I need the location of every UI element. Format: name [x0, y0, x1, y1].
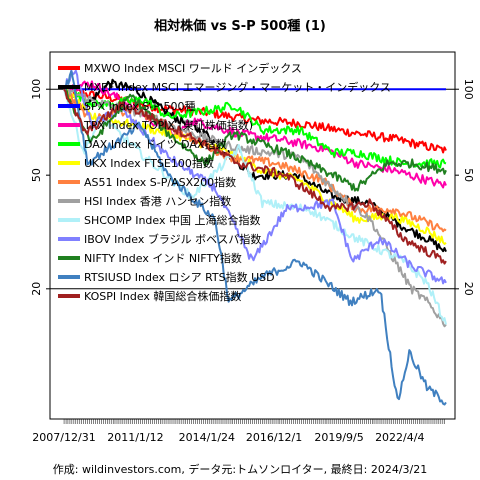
- series-line-8: [63, 88, 447, 325]
- series-line-12: [63, 88, 447, 265]
- x-tick-label-1: 2011/1/12: [107, 431, 163, 444]
- legend-entry-5: UKX Index FTSE100指数: [84, 156, 214, 170]
- series-line-11: [63, 70, 447, 406]
- x-tick-label-2: 2014/1/24: [179, 431, 235, 444]
- x-tick-label-4: 2019/9/5: [314, 431, 363, 444]
- series-line-4: [63, 88, 447, 169]
- legend-entry-10: NIFTY Index インド NIFTY指数: [84, 251, 242, 265]
- legend-entry-0: MXWO Index MSCI ワールド インデックス: [84, 61, 302, 75]
- x-axis-ticks: 2007/12/31 2011/1/12 2014/1/24 2016/12/1 201…: [32, 419, 445, 444]
- y-tick-label-left-2: 100: [30, 79, 43, 100]
- x-tick-label-3: 2016/12/1: [246, 431, 302, 444]
- legend-entry-12: KOSPI Index 韓国総合株価指数: [84, 289, 241, 303]
- y-tick-label-right-1: 50: [462, 168, 475, 182]
- x-tick-label-5: 2022/4/4: [375, 431, 424, 444]
- chart-title: 相対株価 vs S-P 500種 (1): [154, 18, 326, 34]
- y-tick-label-left-1: 50: [30, 168, 43, 182]
- series-line-9: [63, 69, 447, 285]
- legend-entry-4: DAX Index ドイツ DAX指数: [84, 137, 226, 151]
- y-axis-ticks: 20 20 50 50 100 100: [30, 79, 475, 296]
- y-tick-label-right-0: 20: [462, 282, 475, 296]
- legend-entry-8: SHCOMP Index 中国 上海総合指数: [84, 213, 261, 227]
- legend-entry-1: MXEF Index MSCI エマージング・マーケット・インデックス: [84, 80, 391, 94]
- legend-entry-2: SPX Index S-P 500種: [84, 99, 196, 113]
- legend-entry-6: AS51 Index S-P/ASX200指数: [84, 175, 236, 189]
- series-lines: [63, 69, 447, 406]
- y-tick-label-right-2: 100: [462, 79, 475, 100]
- y-tick-label-left-0: 20: [30, 282, 43, 296]
- legend: MXWO Index MSCI ワールド インデックス MXEF Index MS…: [58, 61, 391, 303]
- legend-entry-7: HSI Index 香港 ハンセン指数: [84, 194, 231, 208]
- chart-footer: 作成: wildinvestors.com, データ元:トムソンロイター, 最終…: [53, 462, 427, 476]
- series-line-10: [63, 87, 447, 192]
- legend-entry-9: IBOV Index ブラジル ボベスパ指数: [84, 232, 261, 246]
- legend-entry-3: TPX Index TOPIX (東証株価指数): [83, 118, 253, 132]
- x-tick-label-0: 2007/12/31: [32, 431, 95, 444]
- legend-entry-11: RTSIUSD Index ロシア RTS指数 USD: [84, 270, 275, 284]
